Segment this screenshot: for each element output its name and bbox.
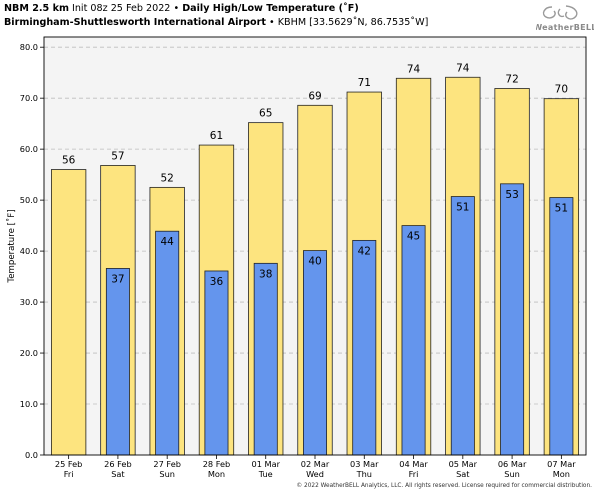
y-tick-label: 50.0 xyxy=(20,195,38,205)
x-tick-label-date: 27 Feb xyxy=(153,459,181,469)
low-temp-bar xyxy=(450,196,475,456)
high-temp-label: 61 xyxy=(210,130,223,142)
low-temp-label: 51 xyxy=(555,203,568,215)
x-tick-label-date: 07 Mar xyxy=(547,459,576,469)
low-temp-bar xyxy=(549,197,574,456)
x-tick-label-day: Sun xyxy=(159,469,175,479)
y-tick-label: 30.0 xyxy=(20,297,38,307)
y-tick-label: 20.0 xyxy=(20,348,38,358)
low-temp-bar xyxy=(500,183,525,456)
x-tick-label-day: Sun xyxy=(504,469,520,479)
high-temp-label: 52 xyxy=(160,172,173,184)
separator-2: • xyxy=(269,17,275,28)
x-tick-label-date: 28 Feb xyxy=(203,459,231,469)
high-temp-label: 56 xyxy=(62,155,76,167)
model-name: NBM 2.5 km xyxy=(4,3,69,14)
x-tick-label-date: 25 Feb xyxy=(55,459,83,469)
x-tick-label-day: Fri xyxy=(64,469,74,479)
plot-frame xyxy=(43,36,587,456)
y-tick-label: 80.0 xyxy=(20,42,38,52)
low-temp-label: 37 xyxy=(111,273,124,285)
x-tick-label-day: Mon xyxy=(553,469,570,479)
y-axis-label: Temperature [˚F] xyxy=(6,209,17,283)
logo-text: WeatherBELL xyxy=(536,23,594,32)
separator: • xyxy=(173,3,180,14)
x-tick-label-day: Thu xyxy=(356,469,372,479)
header-line-2: Birmingham-Shuttlesworth International A… xyxy=(4,16,524,30)
high-temp-label: 57 xyxy=(111,150,124,162)
high-temp-label: 70 xyxy=(555,84,568,96)
x-tick-label-date: 06 Mar xyxy=(498,459,527,469)
station-name: Birmingham-Shuttlesworth International A… xyxy=(4,17,266,28)
low-temp-label: 42 xyxy=(358,245,371,257)
init-time: Init 08z 25 Feb 2022 xyxy=(72,3,171,14)
weatherbell-swirl-logo-icon: WeatherBELL xyxy=(533,5,596,32)
low-temp-label: 36 xyxy=(210,276,224,288)
y-tick-label: 0.0 xyxy=(25,450,38,460)
high-temp-label: 72 xyxy=(505,73,518,85)
x-tick-label-date: 02 Mar xyxy=(301,459,330,469)
product-title: Daily High/Low Temperature (˚F) xyxy=(182,3,359,14)
low-temp-bar xyxy=(155,230,180,456)
y-tick-label: 60.0 xyxy=(20,144,38,154)
header-line-1: NBM 2.5 km Init 08z 25 Feb 2022 • Daily … xyxy=(4,2,524,16)
x-tick-label-day: Wed xyxy=(306,469,324,479)
x-tick-label-date: 04 Mar xyxy=(399,459,428,469)
low-temp-label: 53 xyxy=(505,189,518,201)
high-temp-bar xyxy=(50,169,87,456)
x-tick-label-date: 05 Mar xyxy=(449,459,478,469)
x-tick-label-date: 03 Mar xyxy=(350,459,379,469)
high-temp-label: 74 xyxy=(456,62,470,74)
low-temp-label: 44 xyxy=(160,236,174,248)
x-tick-label-day: Tue xyxy=(258,469,273,479)
x-tick-label-date: 01 Mar xyxy=(251,459,280,469)
high-temp-label: 74 xyxy=(407,63,421,75)
low-temp-bar xyxy=(401,225,426,456)
low-temp-bar xyxy=(352,239,377,456)
low-temp-label: 40 xyxy=(308,256,321,268)
low-temp-label: 38 xyxy=(259,268,272,280)
low-temp-bar xyxy=(204,270,229,456)
high-temp-label: 65 xyxy=(259,108,272,120)
low-temp-label: 51 xyxy=(456,202,469,214)
high-temp-label: 71 xyxy=(358,77,371,89)
copyright-footer: © 2022 WeatherBELL Analytics, LLC. All r… xyxy=(296,483,592,489)
low-temp-bar xyxy=(253,262,278,456)
y-tick-label: 70.0 xyxy=(20,93,38,103)
weatherbell-logo: WeatherBELL xyxy=(533,4,596,34)
low-temp-bar xyxy=(105,268,130,456)
x-tick-label-day: Sat xyxy=(111,469,125,479)
x-tick-label-date: 26 Feb xyxy=(104,459,132,469)
low-temp-label: 45 xyxy=(407,231,420,243)
chart-header: NBM 2.5 km Init 08z 25 Feb 2022 • Daily … xyxy=(4,2,524,30)
x-tick-label-day: Mon xyxy=(208,469,225,479)
y-tick-label: 10.0 xyxy=(20,399,38,409)
x-tick-label-day: Fri xyxy=(409,469,419,479)
x-tick-label-day: Sat xyxy=(456,469,470,479)
station-info: KBHM [33.5629˚N, 86.7535˚W] xyxy=(277,17,429,28)
high-temp-label: 69 xyxy=(308,90,321,102)
low-temp-bar xyxy=(303,250,327,456)
y-tick-label: 40.0 xyxy=(20,246,38,256)
